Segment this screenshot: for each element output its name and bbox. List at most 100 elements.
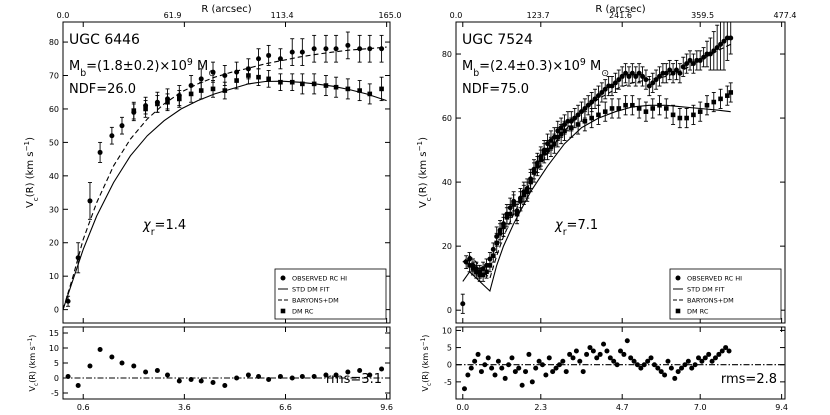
ugc-7524-main-point-dm: [569, 125, 574, 130]
ugc-7524-main-point-dm: [623, 102, 628, 108]
ugc-7524-main-top-tick-label: 477.4: [774, 11, 797, 20]
ugc-7524-main-point-dm: [728, 90, 734, 95]
ugc-7524-residual-point-obs: [709, 358, 715, 364]
ugc-7524-main-point-dm: [609, 106, 615, 111]
ugc-7524-main-point-dm: [477, 272, 483, 278]
ugc-7524-residual-point-obs: [672, 375, 678, 381]
ugc-7524-main-point-dm: [582, 118, 588, 124]
ugc-7524-main-point-dm: [491, 253, 496, 259]
ugc-7524-main-point-dm: [663, 106, 669, 111]
ugc-7524-main-point-obs: [623, 70, 629, 76]
ugc-6446-main-ylabel: Vc(R) (km s−1): [22, 137, 40, 208]
ugc-6446-residual-point-obs: [222, 383, 228, 388]
ugc-7524-main-ytick-label: 20: [442, 242, 452, 251]
ugc-7524-main-point-obs: [684, 61, 690, 67]
ugc-6446-residual-point-obs: [97, 347, 103, 352]
ugc-6446-residual-point-obs: [198, 378, 204, 384]
ugc-7524-main-point-dm: [562, 128, 567, 134]
ugc-7524-main-point-obs: [728, 35, 734, 41]
ugc-7524-residual-point-obs: [533, 365, 539, 371]
ugc-6446-main-point-obs: [277, 56, 283, 62]
ugc-7524-main-point-obs: [721, 38, 727, 44]
ugc-7524-main-point-dm: [504, 215, 510, 220]
ugc-7524-main-point-obs: [633, 73, 639, 79]
ugc-6446-main-point-obs: [109, 133, 115, 139]
ugc-6446-residual-ytick-label: 5: [54, 359, 59, 368]
ugc-7524-main-top-tick-label: 0.0: [450, 11, 463, 20]
ugc-7524-main-point-dm: [677, 115, 683, 121]
ugc-7524-main-point-dm: [484, 269, 489, 275]
ugc-7524-main-point-dm: [711, 99, 717, 105]
ugc-6446-residual-point-obs: [87, 363, 93, 369]
ugc-6446-residual-point-obs: [367, 372, 373, 378]
ugc-7524-main-point-obs: [643, 77, 649, 83]
ugc-7524-residual-point-obs: [489, 365, 495, 371]
ugc-6446-main-point-dm: [188, 91, 194, 97]
ugc-6446-main-point-dm: [379, 86, 384, 92]
ugc-6446-main-point-obs: [357, 46, 363, 52]
ugc-6446-main-legend-label: OBSERVED RC HI: [292, 275, 347, 283]
ugc-7524-main-point-dm: [684, 115, 689, 121]
ugc-6446-residual-ytick-label: 15: [49, 329, 59, 338]
ugc-7524-residual-point-obs: [556, 362, 562, 368]
ugc-6446-main-chi2-label: χr=1.4: [142, 218, 186, 238]
ugc-7524-residual-ytick-label: 10: [442, 326, 452, 335]
ugc-6446-residual-point-obs: [165, 372, 171, 378]
ugc-6446-main-galaxy-name: UGC 6446: [69, 32, 140, 48]
ugc-6446-main-legend-label: BARYONS+DM: [292, 297, 339, 305]
ugc-7524-residual-point-obs: [563, 369, 569, 375]
ugc-7524-residual-point-obs: [502, 375, 508, 381]
ugc-7524-main-point-dm: [650, 106, 656, 111]
ugc-6446-main-line-std-dm-fit: [63, 80, 387, 310]
ugc-6446-main-legend-marker-obs: [280, 275, 286, 281]
ugc-6446-main-ytick-label: 30: [49, 205, 59, 214]
ugc-7524-main-galaxy-name: UGC 7524: [462, 32, 533, 48]
ugc-6446-main-plot-area: [63, 31, 387, 310]
ugc-7524-residual-point-obs: [560, 358, 566, 364]
ugc-6446-residual-point-obs: [245, 372, 251, 378]
ugc-7524-main-point-dm: [467, 263, 472, 268]
ugc-7524-residual-point-obs: [495, 358, 501, 364]
ugc-6446-residual-ylabel: Vc(R) (km s−1): [28, 335, 40, 392]
ugc-6446-residual-point-obs: [119, 360, 125, 366]
ugc-7524-main-point-obs: [714, 45, 720, 51]
ugc-6446-main-point-dm: [278, 79, 283, 85]
ugc-6446-residual-point-obs: [379, 366, 385, 372]
ugc-7524-main-point-dm: [531, 170, 537, 175]
ugc-6446-main-point-obs: [345, 42, 351, 48]
ugc-6446-main-point-obs: [311, 46, 317, 52]
ugc-7524-residual-point-obs: [597, 351, 603, 357]
ugc-7524-residual-point-obs: [584, 351, 590, 357]
ugc-6446-residual-xtick-label: 3.6: [178, 403, 191, 412]
ugc-7524-residual-point-obs: [468, 365, 474, 371]
ugc-7524-main-point-obs: [663, 70, 669, 76]
ugc-7524-main-point-obs: [680, 64, 686, 70]
ugc-6446-main-point-dm: [357, 88, 362, 93]
ugc-6446-main-top-tick-label: 61.9: [164, 11, 182, 20]
ugc-6446-main-point-dm: [367, 91, 373, 97]
ugc-7524-main-line-std-dm-fit: [462, 104, 731, 293]
ugc-6446-residual-xtick-label: 6.6: [279, 403, 292, 412]
ugc-6446-main-point-dm: [300, 81, 305, 87]
ugc-7524-residual-point-obs: [461, 386, 467, 392]
ugc-7524-main-chi2-label: χr=7.1: [554, 218, 598, 238]
ugc-7524-main-point-dm: [575, 122, 581, 127]
ugc-6446-main-ytick-label: 50: [49, 138, 59, 147]
ugc-6446-main-point-obs: [65, 298, 71, 304]
ugc-7524-residual-point-obs: [621, 351, 627, 357]
ugc-7524-residual-point-obs: [719, 348, 725, 354]
ugc-7524-residual-point-obs: [601, 341, 607, 347]
ugc-6446-residual-point-obs: [345, 369, 351, 375]
ugc-6446-main-legend-label: DM RC: [292, 308, 314, 316]
ugc-7524-residual-xtick-label: 4.7: [616, 403, 629, 412]
ugc-6446-main-point-dm: [177, 96, 182, 102]
ugc-7524-residual-point-obs: [679, 365, 685, 371]
ugc-7524-residual-point-obs: [570, 355, 576, 361]
ugc-7524-main-point-obs: [599, 89, 605, 95]
ugc-7524-main-point-dm: [524, 189, 530, 195]
ugc-6446-residual-point-obs: [143, 369, 149, 375]
ugc-7524-main-point-dm: [596, 112, 601, 118]
ugc-7524-main-legend-label: BARYONS+DM: [687, 297, 734, 305]
ugc-7524-main-legend: [669, 268, 782, 320]
ugc-7524-main-legend-label: DM RC: [687, 308, 709, 316]
